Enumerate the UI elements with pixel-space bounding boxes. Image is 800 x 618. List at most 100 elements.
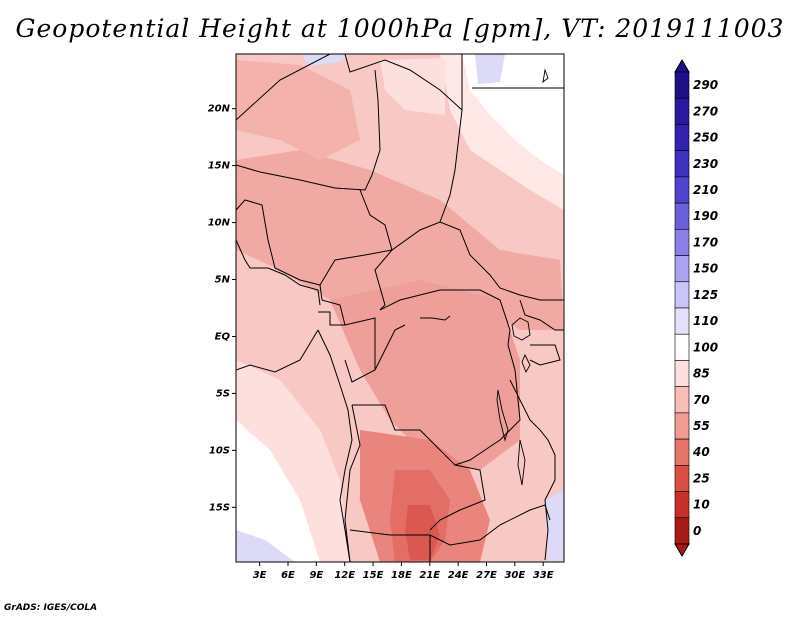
colorbar-swatch	[674, 360, 690, 387]
border-segment	[509, 379, 556, 561]
border-segment	[439, 109, 463, 223]
border-segment	[519, 299, 564, 331]
colorbar: 2902702502302101901701501251101008570554…	[674, 59, 718, 557]
lake-nasser	[542, 68, 549, 84]
colorbar-label: 210	[693, 183, 718, 197]
border-segment	[349, 524, 501, 546]
border-segment	[352, 404, 486, 531]
field-mid-sahara	[236, 60, 360, 160]
colorbar-label: 170	[693, 235, 718, 249]
colorbar-label: 85	[693, 367, 710, 381]
colorbar-label: 110	[693, 314, 718, 328]
lake-victoria	[511, 317, 531, 341]
colorbar-swatch	[674, 491, 690, 519]
coastline-segment	[236, 329, 319, 373]
lake-tanganyika	[496, 389, 509, 442]
border-segment	[344, 404, 361, 562]
field-blue-north	[475, 54, 505, 84]
colorbar-label: 70	[693, 393, 710, 407]
lon-tick-label: 6E	[281, 570, 295, 581]
lat-tick-label: EQ	[215, 331, 231, 342]
lat-tick-label: 5N	[215, 275, 231, 286]
field-blue-southeast	[545, 490, 564, 562]
field-mid-congo	[330, 280, 520, 470]
colorbar-swatch	[674, 438, 690, 466]
border-segment	[374, 324, 406, 371]
border-segment	[319, 249, 394, 311]
colorbar-swatch	[674, 71, 690, 99]
colorbar-label: 100	[693, 340, 718, 354]
colorbar-swatch	[674, 307, 690, 335]
colorbar-swatch	[674, 281, 690, 309]
lat-tick-label: 10S	[209, 445, 230, 456]
colorbar-min-arrow	[674, 543, 690, 557]
grads-credit: GrADS: IGES/COLA	[4, 603, 98, 613]
lon-tick-label: 27E	[476, 570, 497, 581]
border-segment	[529, 344, 561, 366]
river-marker	[420, 315, 451, 321]
lon-tick-label: 21E	[419, 570, 440, 581]
colorbar-label: 290	[693, 78, 718, 92]
border-segment	[499, 504, 551, 526]
colorbar-swatch	[674, 97, 690, 125]
colorbar-swatch	[674, 465, 690, 492]
lake-kyoga	[521, 353, 531, 374]
map-title: Geopotential Height at 1000hPa [gpm], VT…	[15, 14, 785, 43]
lon-tick-label: 12E	[334, 570, 355, 581]
field-white-southwest	[236, 420, 320, 562]
lat-tick-label: 20N	[208, 104, 231, 115]
colorbar-swatch	[674, 412, 690, 440]
lon-tick-label: 18E	[391, 570, 412, 581]
colorbar-label: 10	[693, 498, 710, 512]
lon-tick-label: 30E	[504, 570, 525, 581]
colorbar-label: 125	[693, 288, 718, 302]
colorbar-swatch	[674, 517, 690, 545]
colorbar-swatch	[674, 386, 690, 414]
colorbar-label: 270	[693, 104, 718, 118]
coastline-segment	[317, 329, 353, 562]
field-blue-southwest	[236, 530, 295, 562]
colorbar-label: 250	[693, 131, 718, 145]
colorbar-swatch	[674, 150, 690, 178]
lakes	[420, 68, 549, 486]
colorbar-max-arrow	[674, 59, 690, 73]
coastline-segment	[236, 239, 321, 306]
lat-tick-label: 10N	[208, 218, 231, 229]
lat-tick-label: 15N	[208, 161, 231, 172]
colorbar-swatch	[674, 202, 690, 230]
colorbar-label: 190	[693, 209, 718, 223]
lon-tick-label: 15E	[363, 570, 384, 581]
lat-tick-label: 15S	[209, 502, 230, 513]
colorbar-swatch	[674, 255, 690, 283]
border-segment	[454, 344, 521, 466]
colorbar-swatch	[674, 124, 690, 151]
lat-tick-label: 5S	[216, 388, 230, 399]
field-white-north-east	[462, 54, 564, 175]
political-borders	[236, 54, 564, 562]
lon-tick-label: 9E	[309, 570, 323, 581]
longitude-axis: 3E 6E 9E 12E 15E 18E 21E 24E 27E 30E 33E	[253, 562, 554, 581]
colorbar-label: 230	[693, 157, 718, 171]
colorbar-label: 25	[693, 471, 710, 485]
colorbar-label: 40	[692, 445, 710, 459]
lon-tick-label: 33E	[533, 570, 554, 581]
colorbar-label: 55	[693, 419, 710, 433]
colorbar-swatch	[674, 333, 690, 361]
map-frame	[235, 53, 565, 563]
colorbar-swatch	[674, 229, 690, 256]
border-segment	[236, 69, 381, 191]
border-segment	[359, 189, 564, 301]
border-segment	[236, 199, 321, 286]
lon-tick-label: 24E	[448, 570, 469, 581]
height-field	[236, 54, 564, 562]
colorbar-label: 0	[693, 524, 701, 538]
lake-malawi	[517, 439, 526, 486]
colorbar-swatch	[674, 176, 690, 204]
border-segment	[236, 54, 331, 121]
latitude-axis: 20N 15N 10N 5N EQ 5S 10S 15S	[208, 104, 236, 513]
field-pale-north	[380, 58, 445, 115]
lon-tick-label: 3E	[253, 570, 267, 581]
border-segment	[379, 289, 511, 346]
colorbar-label: 150	[693, 262, 718, 276]
